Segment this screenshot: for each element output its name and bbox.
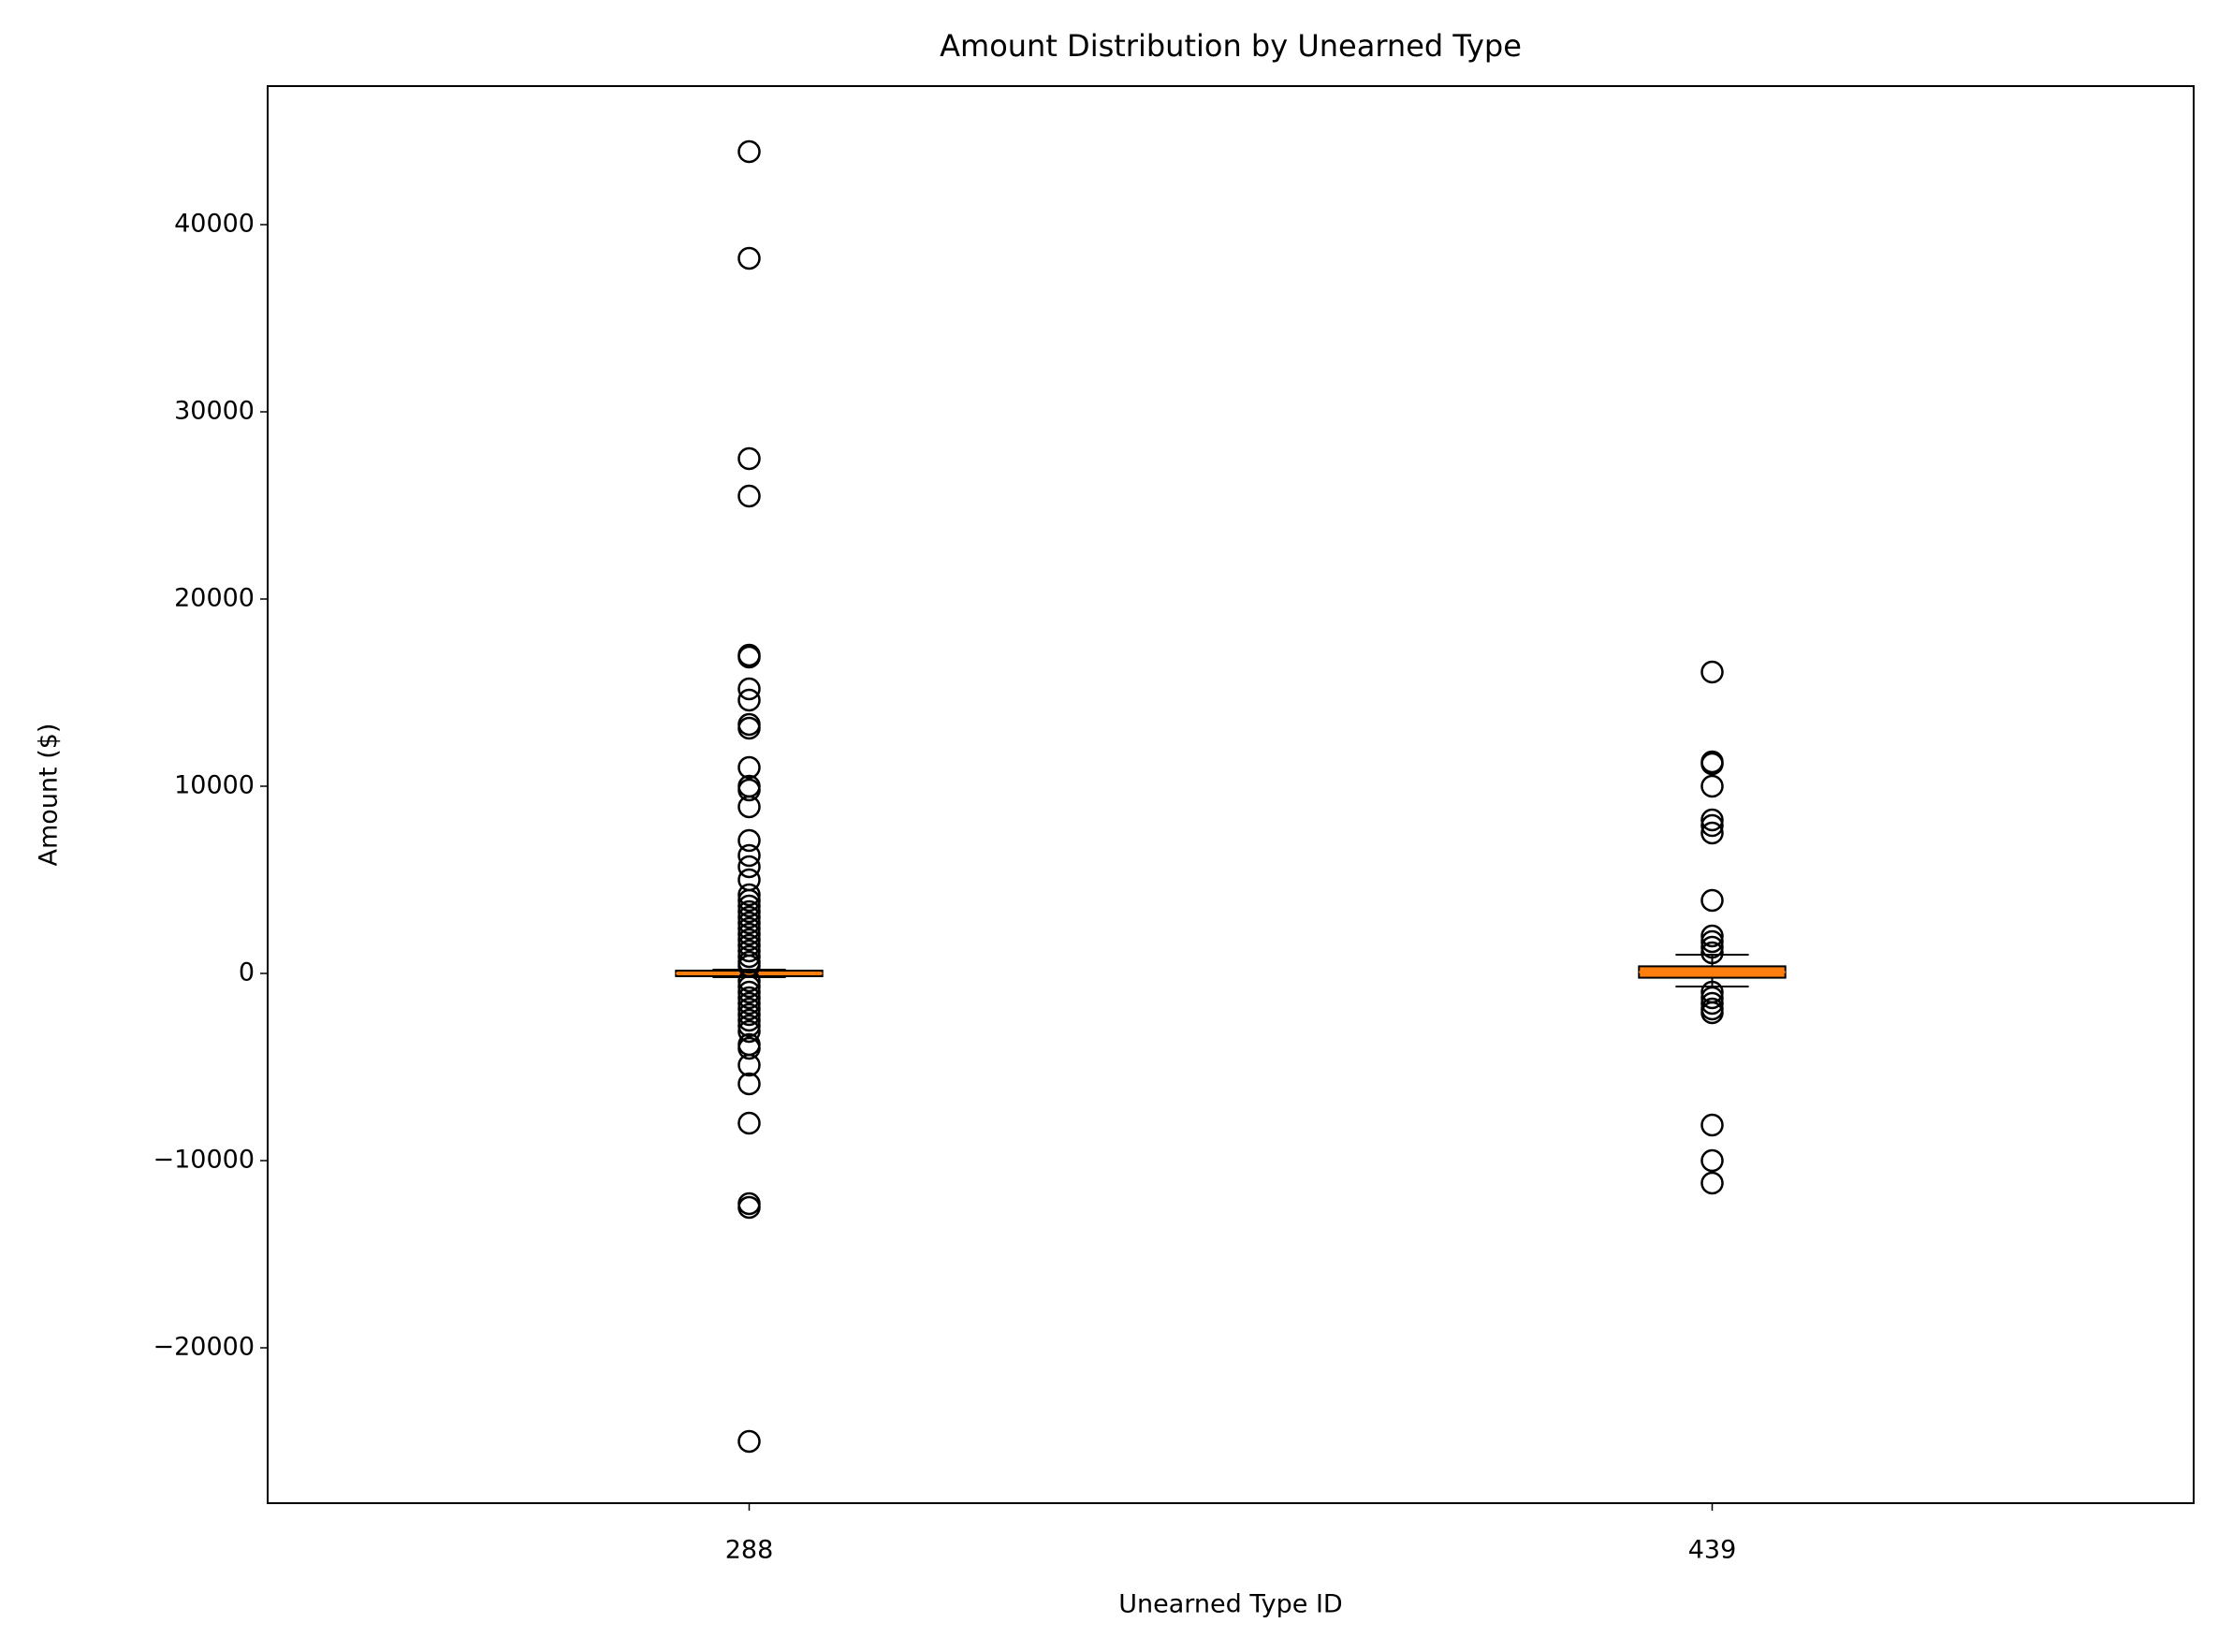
outlier xyxy=(737,1036,761,1060)
x-tick-label: 439 xyxy=(1688,1536,1737,1565)
outlier xyxy=(1700,813,1724,838)
outlier xyxy=(737,795,761,819)
outlier xyxy=(737,1429,761,1454)
outlier xyxy=(737,1019,761,1044)
outlier xyxy=(737,1053,761,1077)
x-axis-label: Unearned Type ID xyxy=(1118,1590,1342,1619)
plot-frame xyxy=(267,85,2195,1504)
y-axis-label: Amount ($) xyxy=(35,724,64,867)
outlier xyxy=(737,883,761,907)
outlier xyxy=(1700,752,1724,776)
outlier xyxy=(737,446,761,471)
y-tick-label: 10000 xyxy=(174,771,255,800)
outlier xyxy=(737,974,761,999)
outlier xyxy=(737,922,761,946)
outlier xyxy=(737,969,761,993)
outlier xyxy=(737,716,761,740)
outlier xyxy=(737,855,761,879)
outlier xyxy=(1700,750,1724,774)
outlier xyxy=(1700,1148,1724,1173)
outlier xyxy=(737,905,761,929)
y-tick-label: 40000 xyxy=(174,210,255,239)
outlier xyxy=(737,246,761,270)
outlier xyxy=(737,778,761,802)
outlier xyxy=(737,928,761,952)
outlier xyxy=(1700,888,1724,913)
outlier xyxy=(737,888,761,913)
outlier xyxy=(737,643,761,667)
outlier xyxy=(1700,929,1724,954)
x-tick-label: 288 xyxy=(725,1536,774,1565)
outlier xyxy=(737,911,761,935)
outlier xyxy=(1700,660,1724,684)
outlier xyxy=(1700,924,1724,948)
outlier xyxy=(737,980,761,1004)
outlier xyxy=(1700,986,1724,1010)
outlier xyxy=(1700,1171,1724,1195)
outlier xyxy=(737,944,761,969)
outlier xyxy=(737,1014,761,1038)
outlier xyxy=(737,899,761,924)
y-tick-label: −20000 xyxy=(153,1333,255,1362)
outlier xyxy=(737,645,761,669)
outlier xyxy=(1700,1113,1724,1137)
outlier xyxy=(737,484,761,508)
outlier xyxy=(737,755,761,780)
outlier xyxy=(737,1195,761,1220)
chart-title: Amount Distribution by Unearned Type xyxy=(940,28,1522,64)
outlier xyxy=(737,1008,761,1032)
outlier xyxy=(1700,991,1724,1016)
outlier xyxy=(737,991,761,1016)
outlier xyxy=(737,828,761,853)
y-tick-label: 0 xyxy=(239,958,255,987)
outlier xyxy=(737,677,761,701)
outlier xyxy=(1700,821,1724,845)
outlier xyxy=(737,1002,761,1027)
outlier xyxy=(737,1072,761,1096)
outlier xyxy=(737,894,761,918)
outlier xyxy=(737,986,761,1010)
y-tick-label: −10000 xyxy=(153,1146,255,1175)
outlier xyxy=(737,1111,761,1135)
y-tick-label: 30000 xyxy=(174,397,255,426)
outlier xyxy=(1700,935,1724,959)
outlier xyxy=(737,139,761,164)
y-tick-label: 20000 xyxy=(174,584,255,613)
outlier xyxy=(737,843,761,868)
outlier xyxy=(1700,941,1724,965)
outlier xyxy=(1700,808,1724,832)
outlier xyxy=(737,916,761,941)
outlier xyxy=(737,997,761,1021)
outlier xyxy=(737,688,761,712)
outlier xyxy=(1700,1001,1724,1025)
outlier xyxy=(1700,774,1724,798)
outlier xyxy=(737,939,761,963)
